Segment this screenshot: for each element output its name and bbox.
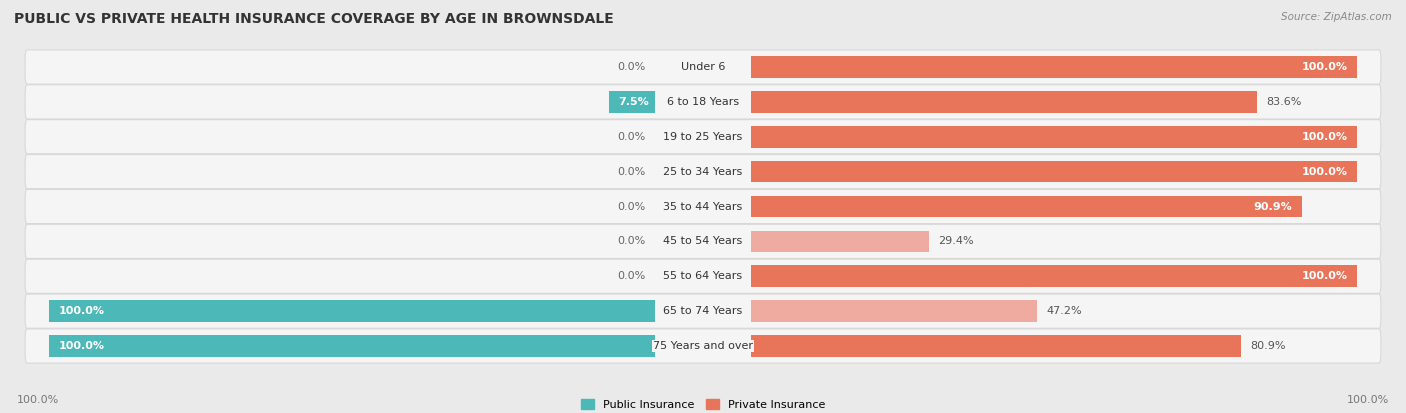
FancyBboxPatch shape (25, 190, 1381, 223)
FancyBboxPatch shape (25, 154, 1381, 189)
FancyBboxPatch shape (25, 259, 1381, 293)
Text: Source: ZipAtlas.com: Source: ZipAtlas.com (1281, 12, 1392, 22)
Text: 100.0%: 100.0% (1302, 271, 1347, 281)
Text: 0.0%: 0.0% (617, 202, 645, 211)
Text: 100.0%: 100.0% (1302, 132, 1347, 142)
Text: 100.0%: 100.0% (1347, 395, 1389, 405)
FancyBboxPatch shape (25, 50, 1381, 84)
Text: 25 to 34 Years: 25 to 34 Years (664, 166, 742, 177)
Bar (751, 266, 1357, 287)
Bar (751, 300, 1038, 322)
FancyBboxPatch shape (25, 294, 1381, 328)
Text: 100.0%: 100.0% (59, 341, 104, 351)
Text: 0.0%: 0.0% (617, 62, 645, 72)
Bar (751, 230, 929, 252)
FancyBboxPatch shape (25, 85, 1381, 119)
Bar (609, 91, 655, 113)
Text: 0.0%: 0.0% (617, 166, 645, 177)
FancyBboxPatch shape (25, 329, 1381, 363)
Text: PUBLIC VS PRIVATE HEALTH INSURANCE COVERAGE BY AGE IN BROWNSDALE: PUBLIC VS PRIVATE HEALTH INSURANCE COVER… (14, 12, 614, 26)
Bar (751, 196, 1302, 217)
Text: 100.0%: 100.0% (59, 306, 104, 316)
Text: 29.4%: 29.4% (938, 236, 974, 247)
FancyBboxPatch shape (25, 120, 1381, 154)
Text: 6 to 18 Years: 6 to 18 Years (666, 97, 740, 107)
Bar (751, 126, 1357, 147)
Bar (751, 91, 1257, 113)
Text: 0.0%: 0.0% (617, 271, 645, 281)
Text: Under 6: Under 6 (681, 62, 725, 72)
Text: 0.0%: 0.0% (617, 132, 645, 142)
Text: 80.9%: 80.9% (1250, 341, 1285, 351)
Text: 100.0%: 100.0% (1302, 62, 1347, 72)
Text: 100.0%: 100.0% (1302, 166, 1347, 177)
Text: 45 to 54 Years: 45 to 54 Years (664, 236, 742, 247)
Text: 47.2%: 47.2% (1046, 306, 1081, 316)
Text: 35 to 44 Years: 35 to 44 Years (664, 202, 742, 211)
Text: 7.5%: 7.5% (619, 97, 650, 107)
Text: 19 to 25 Years: 19 to 25 Years (664, 132, 742, 142)
Bar (49, 335, 655, 357)
Text: 0.0%: 0.0% (617, 236, 645, 247)
Bar (49, 300, 655, 322)
Text: 83.6%: 83.6% (1267, 97, 1302, 107)
Text: 100.0%: 100.0% (17, 395, 59, 405)
Bar (751, 161, 1357, 183)
Bar (751, 335, 1241, 357)
Bar (751, 56, 1357, 78)
Text: 65 to 74 Years: 65 to 74 Years (664, 306, 742, 316)
Legend: Public Insurance, Private Insurance: Public Insurance, Private Insurance (576, 395, 830, 413)
Text: 75 Years and over: 75 Years and over (652, 341, 754, 351)
FancyBboxPatch shape (25, 224, 1381, 259)
Text: 90.9%: 90.9% (1254, 202, 1292, 211)
Text: 55 to 64 Years: 55 to 64 Years (664, 271, 742, 281)
